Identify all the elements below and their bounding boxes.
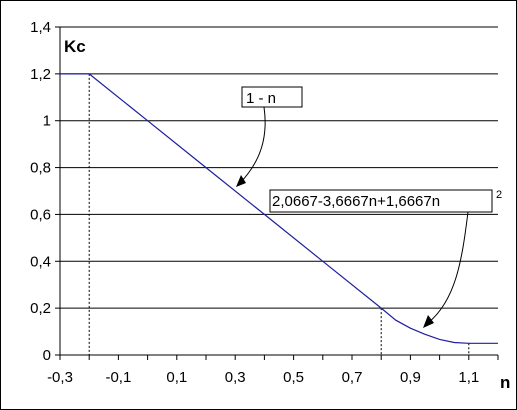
x-tick-label: 0,5 bbox=[283, 369, 304, 386]
series-line bbox=[60, 73, 498, 344]
dotted-markers bbox=[88, 73, 470, 355]
x-tick-label: -0,3 bbox=[47, 369, 73, 386]
x-tick-label: 1,1 bbox=[458, 369, 479, 386]
annotation-linear-text: 1 - n bbox=[246, 90, 276, 107]
y-tick-label: 1,4 bbox=[30, 19, 51, 36]
x-tick-label: 0,9 bbox=[400, 369, 421, 386]
annotation-linear: 1 - n bbox=[236, 86, 303, 187]
y-tick-label: 1 bbox=[43, 113, 51, 130]
annotation-quadratic: 2,0667-3,6667n+1,6667n 2 bbox=[269, 189, 502, 328]
x-axis-ticks: -0,3 -0,1 0,1 0,3 0,5 0,7 0,9 1,1 bbox=[47, 355, 499, 386]
annotation-quadratic-arrow bbox=[427, 211, 469, 324]
annotation-quadratic-box bbox=[269, 189, 493, 213]
x-tick-label: -0,1 bbox=[105, 369, 131, 386]
x-tick-label: 0,3 bbox=[225, 369, 246, 386]
y-tick-label: 0,8 bbox=[30, 160, 51, 177]
y-axis-ticks: 0 0,2 0,4 0,6 0,8 1 1,2 1,4 bbox=[30, 19, 60, 364]
gridlines bbox=[60, 26, 498, 309]
annotation-linear-box bbox=[241, 86, 303, 108]
y-tick-label: 0 bbox=[43, 347, 51, 364]
annotation-linear-arrowhead bbox=[236, 175, 246, 187]
annotation-quadratic-text: 2,0667-3,6667n+1,6667n bbox=[272, 193, 440, 210]
y-tick-label: 0,2 bbox=[30, 300, 51, 317]
y-tick-label: 0,6 bbox=[30, 206, 51, 223]
y-tick-label: 0,4 bbox=[30, 253, 51, 270]
x-axis-label: n bbox=[500, 373, 510, 392]
x-tick-label: 0,7 bbox=[342, 369, 363, 386]
x-tick-label: 0,1 bbox=[166, 369, 187, 386]
y-axis-label: Kc bbox=[64, 37, 86, 56]
annotation-linear-arrow bbox=[239, 106, 266, 184]
y-tick-label: 1,2 bbox=[30, 66, 51, 83]
annotation-quadratic-arrowhead bbox=[423, 315, 434, 328]
annotation-quadratic-exponent: 2 bbox=[496, 189, 502, 201]
